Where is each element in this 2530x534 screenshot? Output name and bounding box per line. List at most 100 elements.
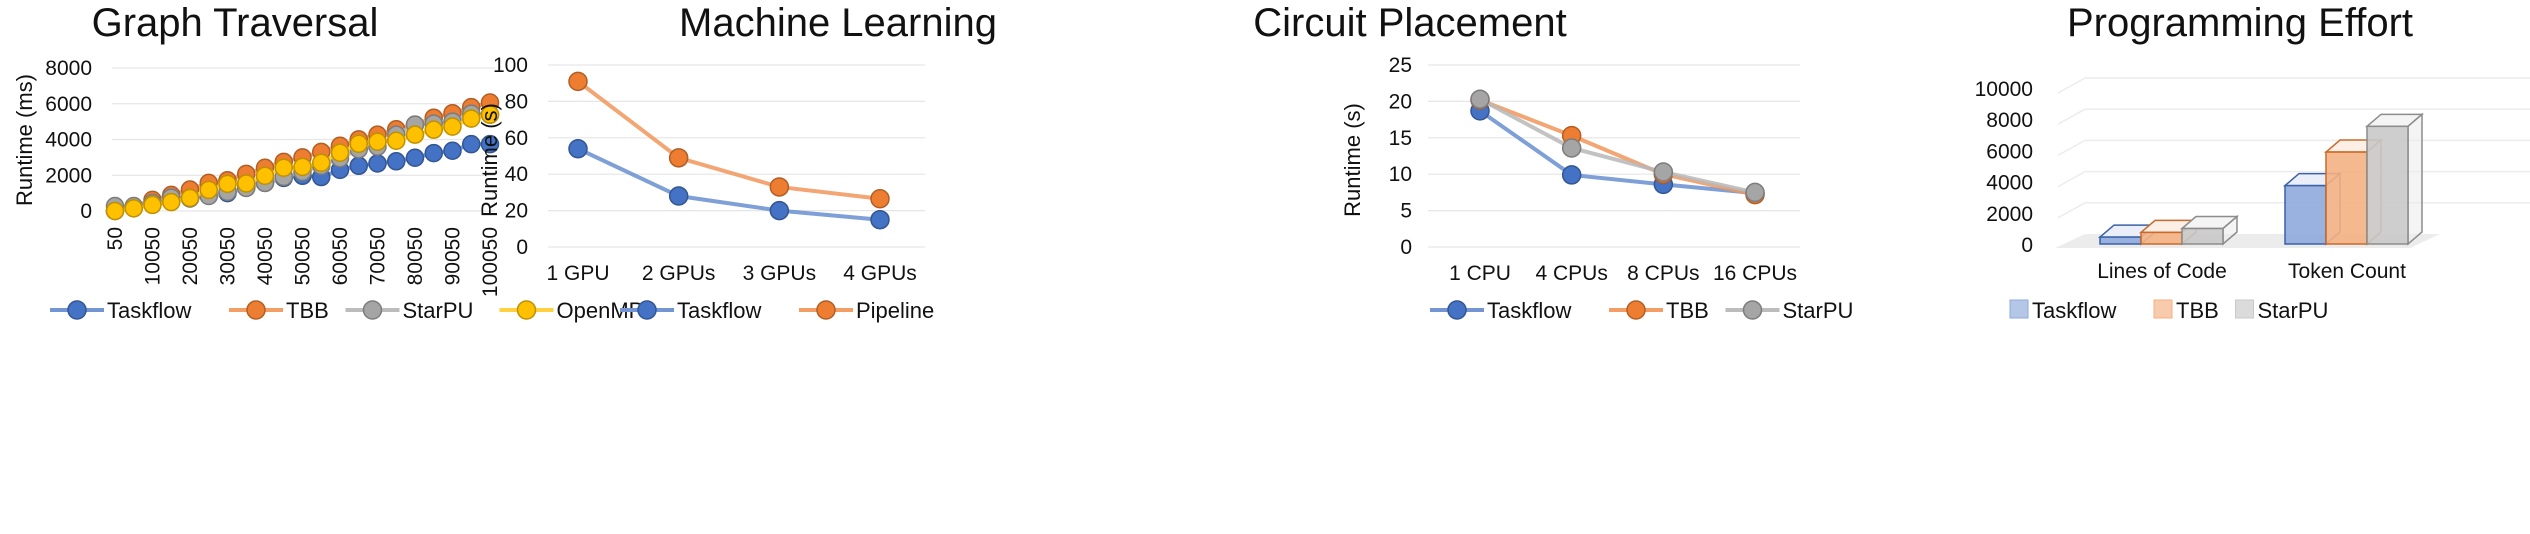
bar-front — [2140, 231, 2183, 245]
legend-item-starpu[interactable]: StarPU — [1725, 298, 1854, 323]
gridline — [2057, 202, 2086, 219]
legend-label: StarPU — [403, 298, 474, 323]
data-point — [199, 180, 218, 200]
legend-marker-icon — [1626, 300, 1646, 320]
data-point — [368, 154, 387, 173]
legend-item-pipeline[interactable]: Pipeline — [799, 298, 934, 323]
series-taskflow — [568, 138, 890, 230]
data-point — [870, 189, 890, 209]
legend-label: Taskflow — [1487, 298, 1571, 323]
series-line — [576, 79, 881, 201]
legend-item-starpu[interactable]: StarPU — [345, 298, 474, 323]
x-tick-label: Lines of Code — [2097, 260, 2227, 283]
y-tick-label: 25 — [1389, 54, 1412, 77]
y-tick-label: 100 — [493, 54, 528, 77]
series-starpu — [1470, 89, 1765, 203]
y-tick-label: 0 — [80, 200, 92, 223]
legend-item-taskflow[interactable]: Taskflow — [50, 298, 191, 323]
chart-graph-traversal: Graph Traversal Runtime (ms) 0 2000 4000 60… — [12, 1, 643, 323]
legend-item-openmp[interactable]: OpenMP — [499, 298, 644, 323]
data-point — [330, 143, 350, 162]
x-tick-label: 20050 — [179, 227, 202, 285]
y-axis-label: Runtime (s) — [1340, 103, 1365, 217]
data-point — [105, 201, 125, 221]
x-tick-label: 50050 — [292, 227, 315, 285]
legend-marker-icon — [246, 300, 266, 320]
x-tick-label: 90050 — [442, 227, 465, 285]
bar-front — [2099, 236, 2142, 245]
data-point — [424, 120, 443, 139]
chart-programming-effort: Programming Effort 0 2000 4000 6000 8000 1000… — [1975, 1, 2530, 323]
y-tick-label: 40 — [505, 163, 528, 186]
series-line — [1479, 98, 1756, 197]
legend-item-tbb[interactable]: TBB — [2153, 298, 2219, 323]
data-point — [1561, 138, 1582, 158]
data-point — [387, 152, 406, 171]
legend-label: Taskflow — [677, 298, 761, 323]
y-tick-label: 15 — [1389, 127, 1412, 150]
y-tick-label: 0 — [1400, 236, 1412, 259]
x-tick-label: 70050 — [367, 227, 390, 285]
x-tick-label: 4 GPUs — [843, 262, 917, 285]
bar-side — [2407, 112, 2423, 246]
data-point — [424, 143, 443, 163]
chart-title: Circuit Placement — [1253, 1, 1566, 45]
x-tick-label: 4 CPUs — [1535, 262, 1607, 285]
bar-starpu — [2179, 214, 2240, 246]
legend-item-tbb[interactable]: TBB — [229, 298, 329, 323]
x-tick-label: Token Count — [2288, 260, 2406, 283]
gridline — [2057, 108, 2086, 125]
data-point — [237, 174, 256, 193]
legend-item-taskflow[interactable]: Taskflow — [620, 298, 761, 323]
legend-label: StarPU — [1783, 298, 1854, 323]
legend-marker-icon — [362, 300, 383, 320]
legend-item-taskflow[interactable]: Taskflow — [2009, 298, 2116, 323]
legend-marker-icon — [1742, 300, 1763, 320]
legend-item-tbb[interactable]: TBB — [1609, 298, 1709, 323]
data-point — [162, 192, 181, 212]
bar-front — [2181, 227, 2224, 245]
data-point — [143, 195, 162, 215]
bar-starpu — [2364, 112, 2425, 246]
x-tick-label: 3 GPUs — [743, 262, 817, 285]
bar-front — [2284, 184, 2327, 245]
data-point — [443, 117, 462, 136]
y-tick-label: 60 — [505, 127, 528, 150]
y-tick-label: 8000 — [45, 57, 92, 80]
y-tick-label: 10 — [1389, 163, 1412, 186]
data-point — [255, 166, 275, 186]
y-tick-label: 10000 — [1975, 78, 2033, 101]
legend-marker-icon — [67, 300, 87, 320]
legend-item-taskflow[interactable]: Taskflow — [1430, 298, 1571, 323]
series-line — [1478, 109, 1756, 196]
legend-label: Taskflow — [2032, 298, 2116, 323]
data-point — [769, 200, 790, 221]
data-point — [462, 109, 481, 128]
x-tick-label: 40050 — [254, 227, 277, 285]
data-point — [1745, 182, 1765, 203]
gridline — [2057, 77, 2086, 94]
series-tbb — [1470, 90, 1765, 205]
chart-title: Programming Effort — [2067, 1, 2413, 45]
y-tick-label: 6000 — [45, 93, 92, 116]
data-point — [349, 134, 368, 154]
x-tick-label: 1 CPU — [1449, 262, 1511, 285]
legend-item-starpu[interactable]: StarPU — [2235, 298, 2329, 323]
data-point — [293, 157, 312, 177]
data-point — [1470, 89, 1490, 109]
chart-title: Graph Traversal — [92, 1, 379, 45]
series-pipeline — [568, 71, 890, 209]
y-tick-label: 4000 — [1986, 172, 2033, 195]
x-tick-label: 10050 — [142, 227, 165, 285]
x-tick-label: 2 GPUs — [642, 262, 716, 285]
data-point — [568, 71, 588, 92]
y-tick-label: 20 — [505, 200, 528, 223]
data-point — [443, 141, 462, 161]
legend-marker-icon — [516, 300, 537, 320]
data-point — [462, 134, 481, 154]
data-point — [668, 186, 689, 206]
y-axis-label: Runtime (ms) — [12, 74, 37, 206]
series-line — [577, 146, 881, 222]
y-tick-label: 20 — [1389, 90, 1412, 113]
legend-label: TBB — [286, 298, 329, 323]
